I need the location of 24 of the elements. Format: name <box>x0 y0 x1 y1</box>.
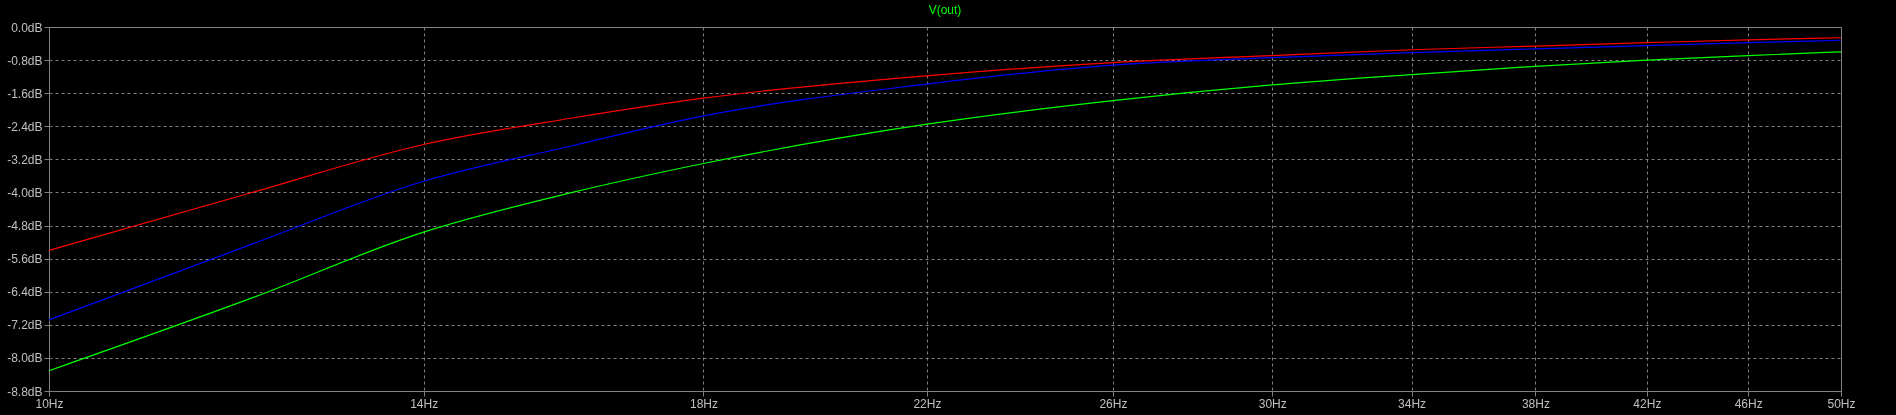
y-tick-label: -3.2dB <box>7 152 43 167</box>
y-tick-label: 0.0dB <box>11 20 43 35</box>
x-tick-label: 22Hz <box>913 396 942 411</box>
x-tick-label: 46Hz <box>1734 396 1763 411</box>
x-tick-label: 30Hz <box>1258 396 1287 411</box>
y-tick-label: -7.2dB <box>7 318 43 333</box>
y-tick-label: -6.4dB <box>7 285 43 300</box>
x-tick-label: 18Hz <box>689 396 718 411</box>
y-tick-label: -8.0dB <box>7 351 43 366</box>
y-tick-label: -4.0dB <box>7 185 43 200</box>
y-tick-label: -5.6dB <box>7 252 43 267</box>
x-tick-label: 34Hz <box>1398 396 1427 411</box>
y-tick-label: -2.4dB <box>7 119 43 134</box>
x-tick-label: 26Hz <box>1099 396 1128 411</box>
x-tick-label: 42Hz <box>1633 396 1662 411</box>
x-tick-label: 14Hz <box>410 396 439 411</box>
x-tick-label: 38Hz <box>1521 396 1550 411</box>
y-tick-label: -8.8dB <box>7 384 43 399</box>
y-tick-label: -4.8dB <box>7 219 43 234</box>
y-tick-label: -1.6dB <box>7 86 43 101</box>
x-tick-label: 10Hz <box>35 396 64 411</box>
chart-title: V(out) <box>928 3 962 17</box>
x-tick-label: 50Hz <box>1827 396 1856 411</box>
y-tick-label: -0.8dB <box>7 53 43 68</box>
